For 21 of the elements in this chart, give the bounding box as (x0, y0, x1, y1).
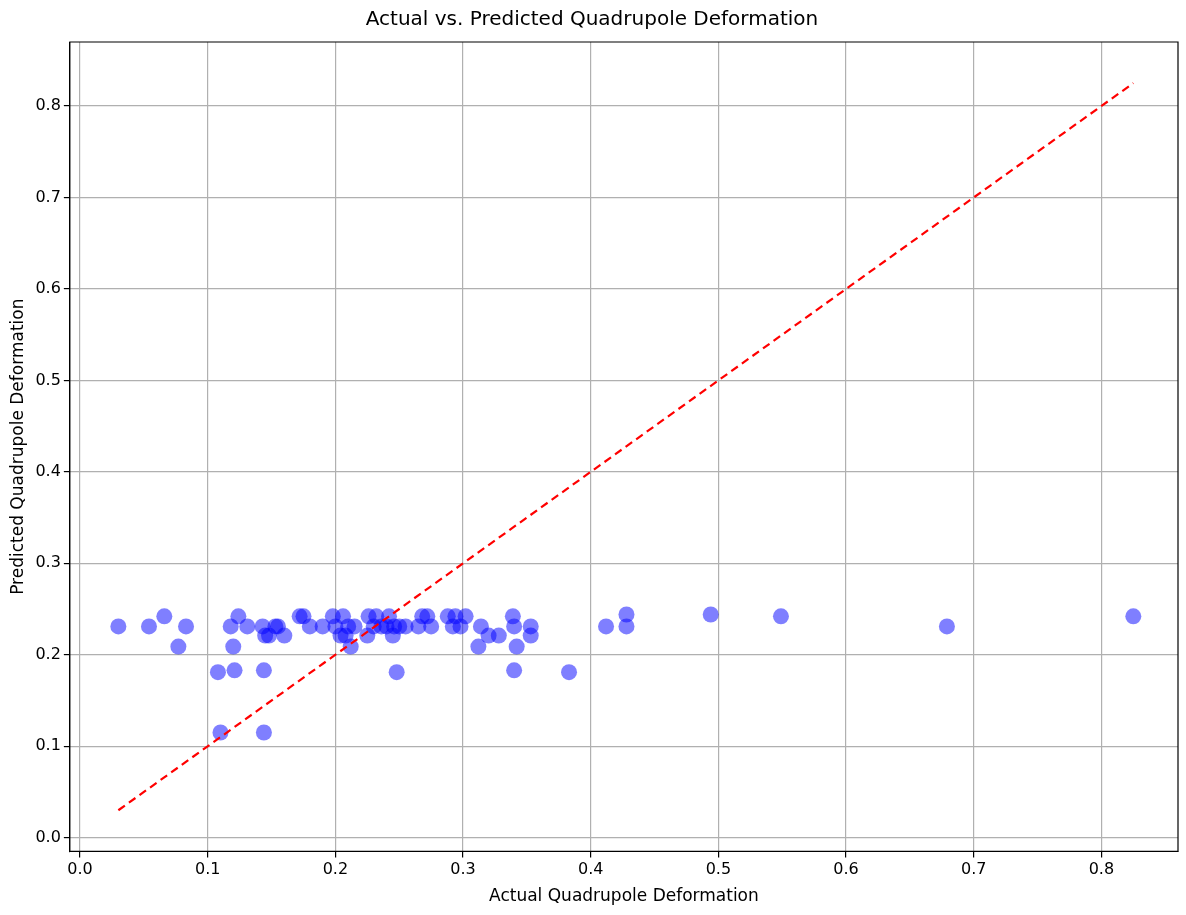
x-axis-title: Actual Quadrupole Deformation (489, 885, 759, 906)
y-tick-label: 0.6 (35, 278, 61, 298)
x-tick-label: 0.0 (67, 859, 93, 879)
y-tick-label: 0.8 (35, 95, 61, 115)
x-tick-label: 0.6 (833, 859, 859, 879)
x-tick-label: 0.4 (578, 859, 604, 879)
x-tick-label: 0.8 (1088, 859, 1115, 879)
chart-title: Actual vs. Predicted Quadrupole Deformation (365, 6, 819, 31)
y-tick-label: 0.0 (35, 826, 61, 846)
y-tick-label: 0.3 (35, 552, 61, 572)
y-tick-label: 0.2 (35, 643, 61, 663)
x-tick-label: 0.5 (705, 859, 732, 879)
x-tick-label: 0.1 (195, 859, 221, 879)
y-tick-label: 0.4 (35, 461, 61, 481)
y-tick-label: 0.1 (35, 735, 61, 755)
y-tick-label: 0.5 (35, 369, 61, 389)
y-axis-title: Predicted Quadrupole Deformation (6, 298, 27, 595)
x-tick-label: 0.7 (961, 859, 987, 879)
x-tick-label: 0.3 (450, 859, 476, 879)
y-tick-label: 0.7 (35, 186, 61, 206)
x-tick-label: 0.2 (322, 859, 349, 879)
